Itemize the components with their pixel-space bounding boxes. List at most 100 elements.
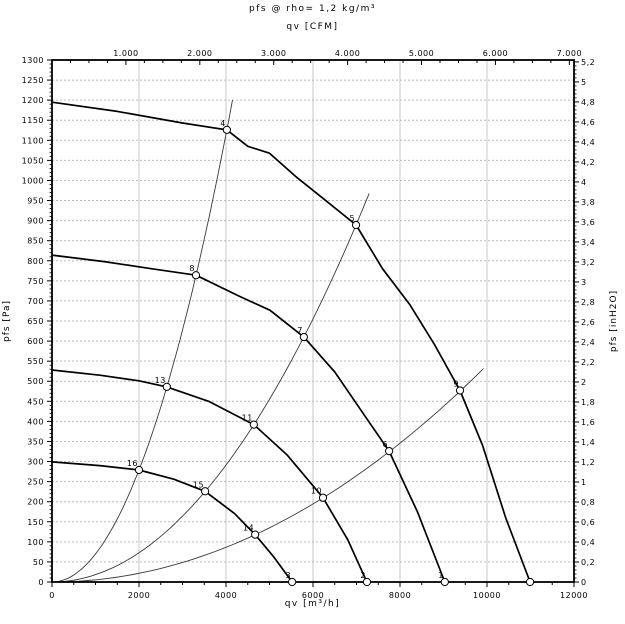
operating-point-label-1: 1 — [438, 571, 444, 580]
cfm-tick-label: 5.000 — [409, 49, 434, 58]
x-tick-label: 6000 — [302, 591, 324, 600]
pa-tick-label: 50 — [33, 558, 44, 567]
operating-point-16[interactable] — [134, 465, 144, 475]
operating-point-6[interactable] — [385, 446, 394, 456]
inh2o-tick-label: 3,4 — [581, 238, 595, 247]
inh2o-tick-label: 1,6 — [581, 418, 595, 427]
system-curve-3 — [51, 368, 484, 583]
pa-tick-label: 1300 — [22, 56, 44, 65]
inh2o-tick-label: 1,4 — [581, 438, 595, 447]
operating-point-label-4: 4 — [220, 119, 226, 128]
inh2o-tick-label: 2 — [581, 378, 587, 387]
pa-tick-label: 350 — [27, 437, 44, 446]
pa-tick-label: 1000 — [22, 176, 44, 185]
inh2o-tick-label: 0,6 — [581, 518, 595, 527]
right-axis-label-inh2o: pfs [inH2O] — [609, 289, 619, 353]
operating-point-8[interactable] — [191, 271, 201, 280]
operating-point-4[interactable] — [222, 125, 231, 134]
pa-tick-label: 1200 — [22, 96, 44, 105]
operating-point-label-5: 5 — [349, 214, 355, 223]
inh2o-tick-label: 5,2 — [581, 58, 595, 67]
pa-tick-label: 300 — [27, 458, 44, 467]
system-curve-1 — [51, 99, 233, 583]
inh2o-tick-label: 4,8 — [581, 98, 595, 107]
x-tick-label: 2000 — [128, 591, 150, 600]
operating-point-label-7: 7 — [297, 326, 303, 335]
operating-point-15[interactable] — [201, 487, 210, 496]
cfm-tick-label: 3.000 — [261, 49, 286, 58]
operating-point-11[interactable] — [249, 420, 258, 429]
pa-tick-label: 800 — [27, 257, 44, 266]
fan-curve-1 — [51, 101, 531, 583]
operating-point-13[interactable] — [162, 382, 171, 391]
inh2o-tick-label: 4,6 — [581, 118, 595, 127]
operating-point-label-14: 14 — [243, 524, 254, 533]
operating-point-label-3: 3 — [286, 571, 292, 580]
operating-point-label-10: 10 — [311, 487, 322, 496]
pa-tick-label: 850 — [27, 237, 44, 246]
system-curve-2 — [51, 193, 370, 583]
inh2o-tick-label: 1 — [581, 478, 587, 487]
operating-point-10[interactable] — [318, 493, 328, 502]
fan-curve-3 — [51, 369, 368, 583]
operating-point-label-9: 9 — [453, 379, 459, 388]
pa-tick-label: 600 — [27, 337, 44, 346]
operating-point-end[interactable] — [525, 577, 535, 587]
x-tick-label: 8000 — [389, 591, 411, 600]
pa-tick-label: 100 — [27, 538, 44, 547]
pa-tick-label: 650 — [27, 317, 44, 326]
operating-point-label-15: 15 — [193, 480, 204, 489]
pa-tick-label: 1150 — [22, 116, 44, 125]
pa-tick-label: 400 — [27, 417, 44, 426]
operating-point-7[interactable] — [299, 332, 308, 342]
operating-point-label-11: 11 — [242, 414, 253, 423]
top-axis-label-cfm: qv [CFM] — [286, 22, 339, 32]
operating-point-label-6: 6 — [383, 440, 389, 449]
operating-point-label-2: 2 — [360, 571, 366, 580]
chart-title: pfs @ rho= 1,2 kg/m³ — [249, 4, 376, 14]
cfm-tick-label: 7.000 — [557, 49, 582, 58]
pa-tick-label: 550 — [27, 357, 44, 366]
inh2o-tick-label: 4 — [581, 178, 587, 187]
inh2o-tick-label: 0,4 — [581, 538, 595, 547]
pa-tick-label: 200 — [27, 498, 44, 507]
operating-point-5[interactable] — [351, 220, 361, 230]
inh2o-tick-label: 5 — [581, 78, 587, 87]
inh2o-tick-label: 2,4 — [581, 338, 595, 347]
operating-point-label-16: 16 — [127, 459, 138, 468]
pa-tick-label: 1250 — [22, 76, 44, 85]
pa-tick-label: 500 — [27, 377, 44, 386]
operating-point-1[interactable] — [440, 577, 449, 587]
operating-point-14[interactable] — [251, 530, 260, 539]
inh2o-tick-label: 4,4 — [581, 138, 595, 147]
pa-tick-label: 1050 — [22, 156, 44, 165]
inh2o-tick-label: 2,2 — [581, 358, 595, 367]
inh2o-tick-label: 3 — [581, 278, 587, 287]
pa-tick-label: 450 — [27, 397, 44, 406]
cfm-tick-label: 4.000 — [335, 49, 360, 58]
inh2o-tick-label: 4,2 — [581, 158, 595, 167]
x-tick-label: 4000 — [215, 591, 237, 600]
operating-point-9[interactable] — [455, 386, 465, 395]
x-tick-label: 12000 — [560, 591, 588, 600]
inh2o-tick-label: 0,2 — [581, 558, 595, 567]
pa-tick-label: 0 — [38, 578, 44, 587]
inh2o-tick-label: 2,8 — [581, 298, 595, 307]
pa-tick-label: 950 — [27, 197, 44, 206]
x-tick-label: 10000 — [473, 591, 501, 600]
pa-tick-label: 750 — [27, 277, 44, 286]
bottom-axis-label-m3h: qv [m³/h] — [284, 599, 341, 609]
left-axis-label-pa: pfs [Pa] — [2, 300, 12, 342]
inh2o-tick-label: 1,8 — [581, 398, 595, 407]
inh2o-tick-label: 3,6 — [581, 218, 595, 227]
inh2o-tick-label: 0,8 — [581, 498, 595, 507]
cfm-tick-label: 6.000 — [483, 49, 508, 58]
operating-point-2[interactable] — [362, 577, 372, 587]
pa-tick-label: 150 — [27, 518, 44, 527]
inh2o-tick-label: 3,2 — [581, 258, 595, 267]
cfm-tick-label: 1.000 — [113, 49, 138, 58]
operating-point-3[interactable] — [288, 577, 297, 587]
inh2o-tick-label: 3,8 — [581, 198, 595, 207]
cfm-tick-label: 2.000 — [187, 49, 212, 58]
